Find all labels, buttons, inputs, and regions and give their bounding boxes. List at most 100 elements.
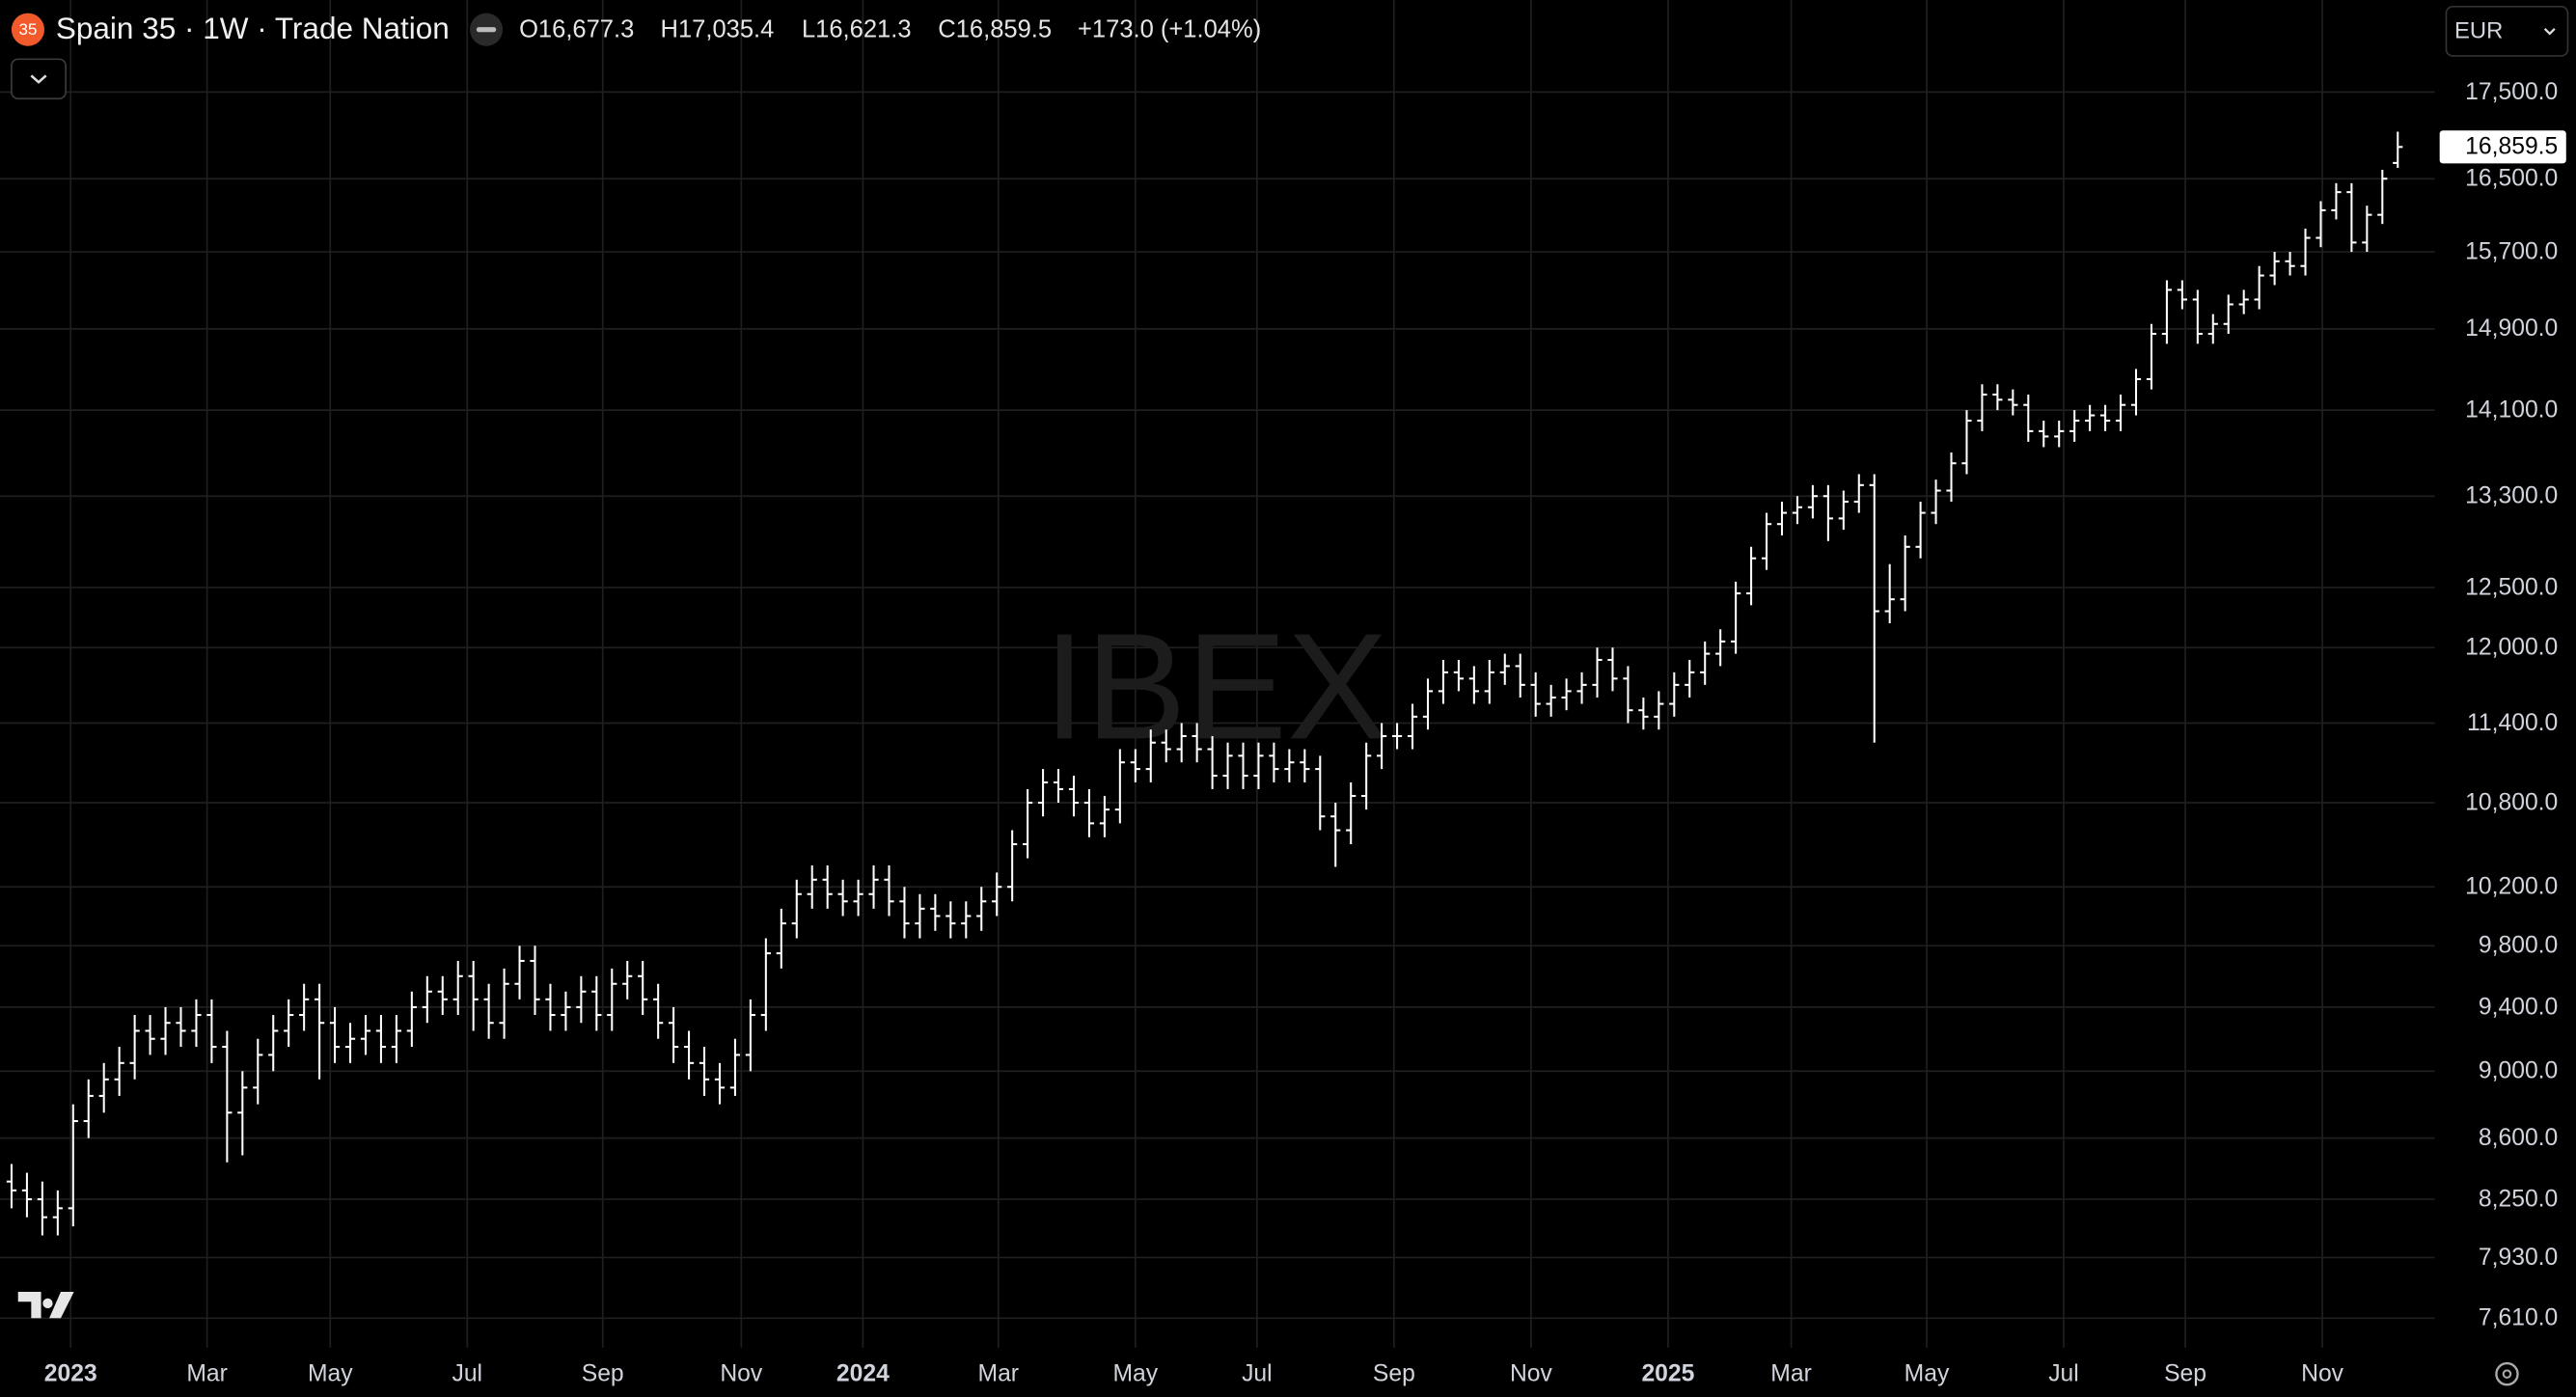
ohlc-bar xyxy=(837,879,848,917)
ohlc-bar xyxy=(191,999,202,1048)
y-tick-label: 13,300.0 xyxy=(2465,483,2558,509)
x-tick-label: May xyxy=(1112,1361,1158,1387)
ohlc-bar xyxy=(1592,647,1603,698)
ohlc-bar xyxy=(1853,474,1864,513)
settings-button[interactable] xyxy=(2495,1361,2519,1386)
ohlc-bar xyxy=(1822,484,1833,541)
y-tick-label: 10,200.0 xyxy=(2465,874,2558,900)
ohlc-bar xyxy=(545,983,556,1031)
ohlc-bar xyxy=(1023,788,1033,859)
ohlc-bar xyxy=(237,1071,248,1156)
y-tick-label: 17,500.0 xyxy=(2465,79,2558,105)
ohlc-bar xyxy=(2316,201,2326,248)
ohlc-bar xyxy=(1391,723,1403,750)
ohlc-bar xyxy=(1300,749,1310,782)
x-tick-label: Mar xyxy=(1770,1361,1812,1387)
ohlc-bar xyxy=(1284,749,1295,782)
collapse-button[interactable] xyxy=(11,58,67,100)
y-tick-label: 9,000.0 xyxy=(2479,1058,2558,1084)
ohlc-bar xyxy=(2146,323,2157,390)
ohlc-bar xyxy=(1315,755,1326,831)
ohlc-bar xyxy=(1530,671,1541,717)
bars xyxy=(6,131,2403,1236)
ohlc-bar xyxy=(653,983,664,1039)
ohlc-bar xyxy=(576,975,587,1024)
ohlc-bar xyxy=(2054,420,2065,448)
ohlc-bar xyxy=(1207,735,1218,789)
ohlc-bar xyxy=(2069,410,2080,442)
y-tick-label: 7,930.0 xyxy=(2479,1245,2558,1271)
ohlc-bar xyxy=(1083,788,1095,837)
ohlc-bar xyxy=(1654,691,1664,730)
ohlc-bar xyxy=(437,975,448,1016)
x-tick-label: Jul xyxy=(452,1361,483,1387)
y-tick-label: 11,400.0 xyxy=(2467,710,2558,736)
ohlc-bar xyxy=(1700,641,1711,685)
ohlc-bar xyxy=(1900,534,1910,612)
ohlc-bar xyxy=(791,879,802,939)
collapse-icon xyxy=(30,74,47,84)
ohlc-bar xyxy=(514,945,525,1000)
grid xyxy=(0,0,2435,1348)
y-tick-label: 8,250.0 xyxy=(2479,1186,2558,1212)
ohlc-bar xyxy=(1007,830,1018,902)
ohlc-bar xyxy=(2085,404,2096,431)
ohlc-bar xyxy=(422,975,432,1024)
ohlc-bar xyxy=(1068,776,1080,817)
x-tick-label: 2025 xyxy=(1641,1361,1694,1387)
ohlc-bar xyxy=(1792,496,1803,525)
ohlc-bar xyxy=(1484,659,1494,704)
currency-button[interactable] xyxy=(2445,5,2569,57)
ohlc-bar xyxy=(68,1104,78,1227)
ohlc-bar xyxy=(37,1181,47,1236)
ohlc-bar xyxy=(1269,742,1279,782)
ohlc-bar xyxy=(2115,394,2126,431)
ohlc-bar xyxy=(884,864,894,917)
ohlc-bar xyxy=(945,901,956,939)
ohlc-bar xyxy=(1546,684,1556,717)
ohlc-bar xyxy=(268,1015,279,1072)
y-tick-label: 12,000.0 xyxy=(2465,635,2558,661)
ohlc-bar xyxy=(1253,742,1264,789)
ohlc-bar xyxy=(483,983,494,1039)
y-tick-label: 16,500.0 xyxy=(2465,166,2558,192)
currency-chevron xyxy=(2543,28,2556,36)
symbol-title[interactable]: Spain 35 · 1W · Trade Nation xyxy=(56,11,450,45)
ohlc-low: L16,621.3 xyxy=(802,15,912,42)
logo[interactable] xyxy=(17,1291,74,1319)
ohlc-bar xyxy=(1161,729,1171,763)
ohlc-bar xyxy=(114,1047,124,1096)
ohlc-bar xyxy=(375,1015,387,1063)
symbol-badge[interactable] xyxy=(11,13,44,46)
ohlc-bar xyxy=(1114,749,1125,824)
ohlc-bar xyxy=(1638,697,1649,730)
ohlc-bar xyxy=(2346,182,2357,253)
ohlc-bar xyxy=(2008,389,2018,416)
axes: 7,610.0 7,930.0 8,250.0 8,600.0 9,000.0 9,400… xyxy=(44,79,2566,1387)
x-tick-label: 2023 xyxy=(44,1361,97,1387)
ohlc-bar xyxy=(976,887,987,931)
ohlc-bar xyxy=(360,1015,371,1055)
ohlc-bar xyxy=(1992,384,2003,411)
ohlc-bar xyxy=(638,960,648,1016)
ohlc-bar xyxy=(1561,678,1572,711)
ohlc-bar xyxy=(206,999,217,1063)
ohlc-bar xyxy=(1731,581,1741,654)
ohlc-bar xyxy=(299,983,310,1031)
ohlc-bar xyxy=(1838,490,1849,531)
ohlc-bar xyxy=(21,1172,33,1218)
ohlc-bar xyxy=(1715,629,1726,667)
ohlc-bar xyxy=(1499,653,1510,685)
ohlc-bar xyxy=(1422,678,1434,730)
ohlc-bar xyxy=(176,1006,186,1048)
ohlc-bar xyxy=(899,887,910,939)
x-tick-label: Mar xyxy=(186,1361,228,1387)
ohlc-bar xyxy=(915,893,925,939)
ohlc-change: +173.0 (+1.04%) xyxy=(1078,15,1261,42)
ohlc-bar xyxy=(745,999,755,1072)
settings-icon xyxy=(2502,1369,2512,1379)
ohlc-open: O16,677.3 xyxy=(519,15,634,42)
